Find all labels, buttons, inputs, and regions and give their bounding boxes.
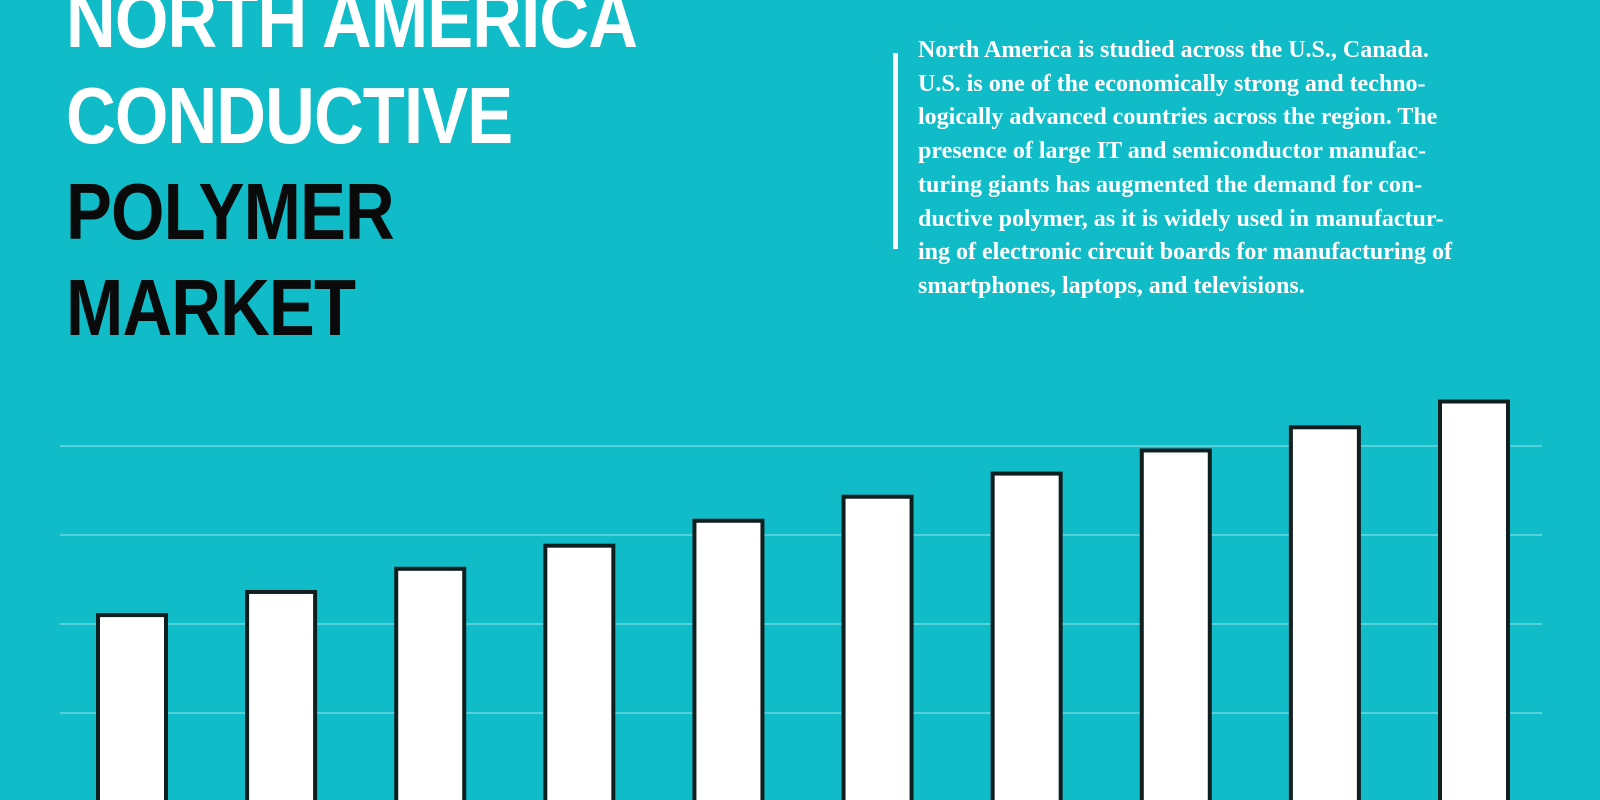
title-line-4: MARKET xyxy=(66,263,356,352)
bar-10 xyxy=(1438,399,1510,800)
bar-6 xyxy=(841,494,914,800)
description-line: smartphones, laptops, and televisions. xyxy=(918,272,1305,299)
description-line: ing of electronic circuit boards for man… xyxy=(918,239,1452,266)
description-line: U.S. is one of the economically strong a… xyxy=(918,70,1426,97)
market-description: North America is studied across the U.S.… xyxy=(918,34,1558,304)
chart-title: NORTH AMERICA CONDUCTIVE POLYMER MARKET xyxy=(66,0,686,356)
description-line: presence of large IT and semiconductor m… xyxy=(918,138,1426,165)
bar-5 xyxy=(692,518,765,800)
title-line-3: POLYMER xyxy=(66,167,395,256)
description-line: ductive polymer, as it is widely used in… xyxy=(918,205,1444,232)
bar-3 xyxy=(394,566,467,800)
bar-1 xyxy=(96,613,168,800)
title-line-2: CONDUCTIVE xyxy=(66,71,513,160)
bar-2 xyxy=(245,589,318,800)
description-accent-bar xyxy=(893,53,898,249)
bar-7 xyxy=(990,471,1063,800)
description-line: North America is studied across the U.S.… xyxy=(918,37,1429,63)
title-line-1: NORTH AMERICA xyxy=(66,0,638,64)
description-line: turing giants has augmented the demand f… xyxy=(918,171,1423,198)
bar-4 xyxy=(543,543,616,800)
description-line: logically advanced countries across the … xyxy=(918,104,1438,131)
bar-8 xyxy=(1139,448,1212,800)
bar-9 xyxy=(1288,425,1361,800)
